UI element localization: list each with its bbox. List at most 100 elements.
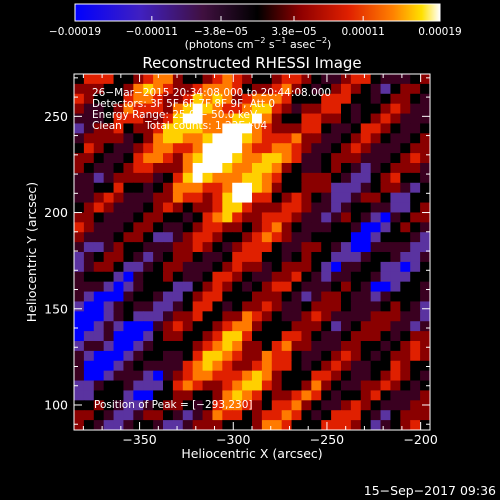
- heatmap-cell: [350, 133, 362, 144]
- heatmap-cell: [123, 74, 134, 85]
- heatmap-cell: [232, 420, 243, 430]
- heatmap-cell: [222, 390, 233, 401]
- heatmap-cell: [182, 222, 194, 233]
- heatmap-cell: [74, 350, 85, 362]
- heatmap-cell: [212, 103, 223, 115]
- heatmap-cell: [380, 360, 392, 372]
- heatmap-cell: [321, 133, 332, 144]
- heatmap-cell: [172, 350, 184, 362]
- heatmap-cell: [74, 271, 85, 283]
- heatmap-cell: [261, 380, 273, 392]
- heatmap-cell: [321, 202, 332, 214]
- heatmap-cell: [410, 331, 421, 342]
- heatmap-cell: [360, 242, 372, 253]
- heatmap-cell: [350, 123, 362, 134]
- heatmap-cell: [341, 242, 352, 253]
- heatmap-cell: [301, 291, 312, 303]
- heatmap-cell: [133, 281, 144, 293]
- heatmap-cell: [123, 182, 134, 194]
- heatmap-cell: [252, 123, 263, 134]
- heatmap-cell: [400, 143, 411, 154]
- heatmap-cell: [222, 182, 233, 194]
- heatmap-cell: [212, 360, 223, 372]
- heatmap-cell: [143, 163, 154, 174]
- heatmap-cell: [232, 202, 243, 214]
- heatmap-cell: [232, 410, 243, 421]
- heatmap-cell: [83, 232, 95, 243]
- heatmap-cell: [350, 252, 362, 263]
- heatmap-cell: [133, 311, 144, 322]
- heatmap-cell: [380, 153, 392, 164]
- heatmap-cell: [390, 143, 401, 154]
- heatmap-cell: [113, 370, 125, 382]
- heatmap-cell: [202, 222, 214, 233]
- heatmap-cell: [390, 212, 401, 223]
- heatmap-cell: [202, 271, 214, 283]
- heatmap-cell: [410, 420, 421, 430]
- heatmap-cell: [281, 321, 293, 332]
- heatmap-cell: [192, 83, 204, 95]
- heatmap-cell: [370, 123, 382, 134]
- heatmap-cell: [420, 153, 430, 164]
- heatmap-cell: [331, 271, 342, 283]
- heatmap-cell: [400, 232, 411, 243]
- heatmap-cell: [400, 311, 411, 322]
- heatmap-cell: [123, 390, 134, 401]
- heatmap-cell: [113, 74, 125, 85]
- heatmap-cell: [182, 123, 194, 134]
- heatmap-cell: [291, 350, 303, 362]
- heatmap-cell: [252, 420, 263, 430]
- heatmap-cell: [271, 242, 283, 253]
- heatmap-cell: [74, 182, 85, 194]
- y-axis: 100 150 200 250: [44, 77, 430, 425]
- heatmap-cell: [133, 103, 144, 115]
- heatmap-cell: [281, 261, 293, 273]
- heatmap-cell: [291, 163, 303, 174]
- heatmap-cell: [301, 202, 312, 214]
- heatmap-cell: [291, 420, 303, 430]
- heatmap-cell: [321, 281, 332, 293]
- heatmap-cell: [291, 172, 303, 184]
- x-axis-label: Heliocentric X (arcsec): [181, 446, 322, 461]
- heatmap-cell: [360, 182, 372, 194]
- heatmap-cell: [202, 281, 214, 293]
- heatmap-cell: [172, 113, 184, 125]
- heatmap-cell: [252, 321, 263, 332]
- heatmap-cell: [133, 400, 144, 411]
- heatmap-cell: [74, 370, 85, 382]
- heatmap-cell: [360, 93, 372, 105]
- heatmap-cell: [331, 321, 342, 332]
- heatmap-cell: [93, 271, 105, 283]
- heatmap-cell: [163, 410, 174, 421]
- heatmap-cell: [380, 252, 392, 263]
- heatmap-cell: [202, 93, 214, 105]
- colorbar-units-mid2: asec: [286, 38, 315, 51]
- heatmap-cell: [331, 410, 342, 421]
- heatmap-cell: [331, 420, 342, 430]
- heatmap-cell: [281, 212, 293, 223]
- heatmap-cell: [182, 252, 194, 263]
- heatmap-cell: [271, 232, 283, 243]
- heatmap-cell: [172, 133, 184, 144]
- heatmap-cell: [321, 172, 332, 184]
- heatmap-cell: [271, 222, 283, 233]
- heatmap-cell: [321, 242, 332, 253]
- heatmap-cell: [133, 370, 144, 382]
- heatmap-cell: [103, 420, 115, 430]
- heatmap-cell: [212, 281, 223, 293]
- heatmap-cell: [331, 232, 342, 243]
- heatmap-cell: [271, 153, 283, 164]
- heatmap-cell: [261, 341, 273, 352]
- heatmap-cell: [83, 123, 95, 134]
- heatmap-cell: [242, 271, 253, 283]
- heatmap-cell: [163, 202, 174, 214]
- heatmap-cell: [400, 252, 411, 263]
- heatmap-cell: [321, 261, 332, 273]
- heatmap-cell: [182, 271, 194, 283]
- heatmap-cell: [301, 242, 312, 253]
- colorbar-units-exp3: −2: [315, 36, 327, 45]
- heatmap-cell: [301, 350, 312, 362]
- heatmap-cell: [182, 192, 194, 204]
- heatmap-cell: [93, 350, 105, 362]
- heatmap-cell: [420, 222, 430, 233]
